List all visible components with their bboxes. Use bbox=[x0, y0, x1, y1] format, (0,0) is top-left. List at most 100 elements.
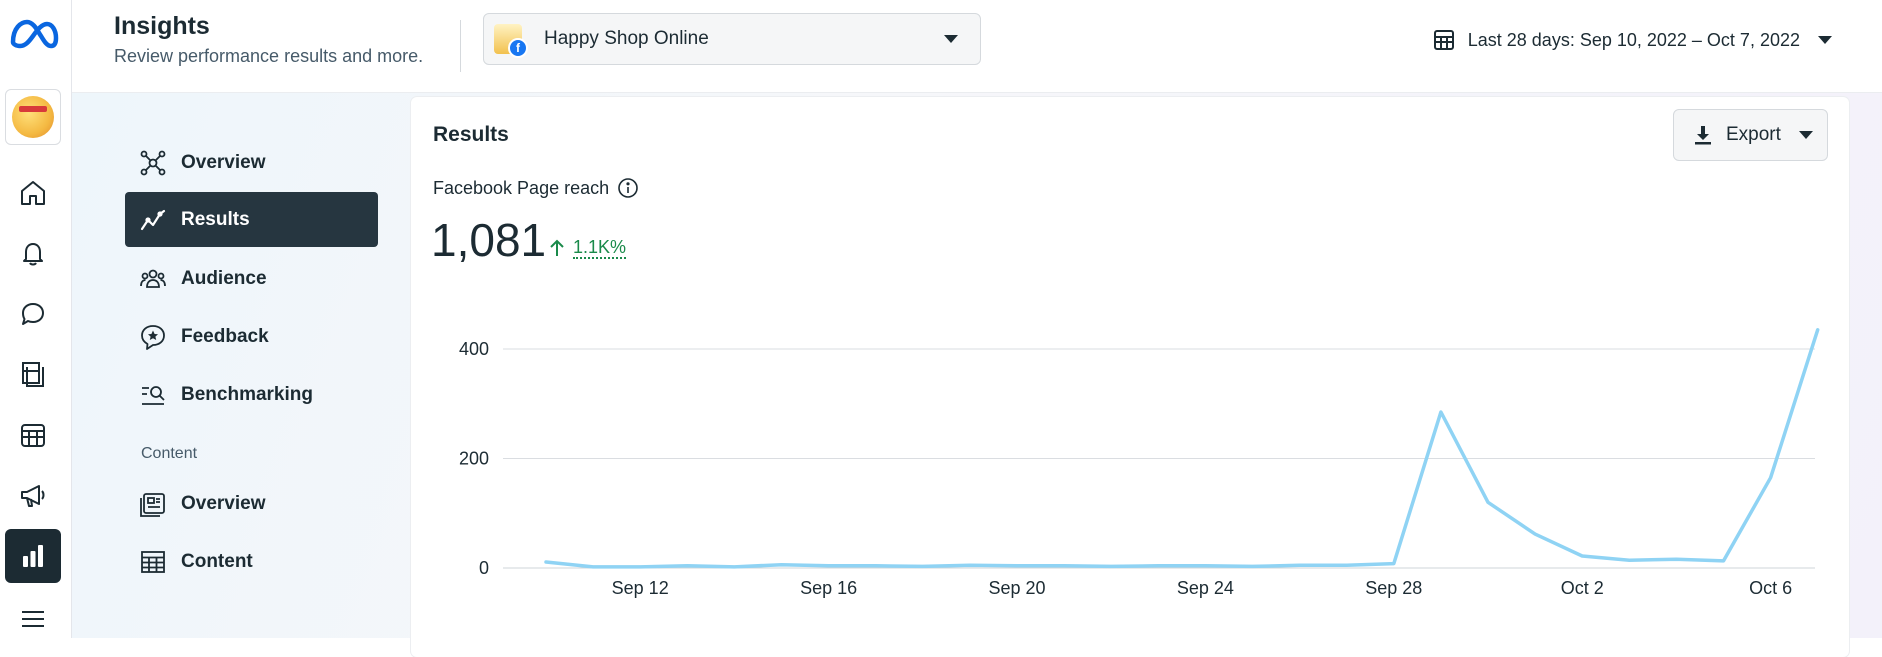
pages-icon bbox=[22, 362, 44, 387]
data-point[interactable] bbox=[587, 561, 599, 573]
y-tick-label: 400 bbox=[459, 339, 489, 359]
rail-ads[interactable] bbox=[5, 468, 61, 522]
nav-item-label: Overview bbox=[181, 492, 266, 514]
x-tick-label: Sep 16 bbox=[800, 578, 857, 598]
data-point[interactable] bbox=[1765, 472, 1777, 484]
nav-item-overview[interactable]: Overview bbox=[125, 135, 378, 190]
data-point[interactable] bbox=[1718, 555, 1730, 567]
home-icon bbox=[21, 181, 45, 205]
page-header: Insights Review performance results and … bbox=[72, 0, 1882, 93]
metric-value: 1,081 bbox=[431, 214, 547, 266]
chart-grid bbox=[503, 348, 1815, 569]
calendar-grid-icon bbox=[21, 424, 45, 447]
rail-insights[interactable] bbox=[5, 529, 61, 583]
chart-x-ticks: Sep 12 Sep 16 Sep 20 Sep 24 Sep 28 Oct 2 Oct 6 bbox=[612, 578, 1792, 598]
nav-item-label: Content bbox=[181, 550, 253, 572]
data-point[interactable] bbox=[964, 559, 976, 571]
star-bubble-icon bbox=[141, 324, 165, 350]
chat-bubble-icon bbox=[22, 303, 44, 325]
nav-item-benchmarking[interactable]: Benchmarking bbox=[125, 367, 378, 422]
left-rail bbox=[0, 0, 72, 638]
data-point[interactable] bbox=[1435, 406, 1447, 418]
table-icon bbox=[141, 550, 165, 573]
nav-item-label: Results bbox=[181, 208, 250, 230]
shop-avatar[interactable] bbox=[5, 89, 61, 145]
bar-chart-icon bbox=[23, 545, 43, 567]
arrow-up-icon bbox=[550, 239, 564, 256]
data-point[interactable] bbox=[1011, 560, 1023, 572]
rail-calendar[interactable] bbox=[5, 408, 61, 462]
y-tick-label: 200 bbox=[459, 449, 489, 469]
data-point[interactable] bbox=[1388, 558, 1400, 570]
download-icon bbox=[1695, 126, 1711, 145]
metric-label: Facebook Page reach bbox=[433, 177, 639, 199]
reach-series-line[interactable] bbox=[544, 328, 1820, 569]
data-point[interactable] bbox=[1482, 496, 1494, 508]
chart-series bbox=[540, 324, 1824, 573]
data-point[interactable] bbox=[681, 560, 693, 572]
rail-home[interactable] bbox=[5, 166, 61, 220]
header-divider bbox=[460, 20, 461, 72]
export-button[interactable]: Export bbox=[1673, 109, 1828, 161]
data-point[interactable] bbox=[1576, 550, 1588, 562]
search-list-icon bbox=[142, 385, 165, 405]
data-point[interactable] bbox=[634, 561, 646, 573]
x-tick-label: Oct 2 bbox=[1561, 578, 1604, 598]
nav-item-content-overview[interactable]: Overview bbox=[125, 476, 378, 531]
data-point[interactable] bbox=[1105, 560, 1117, 572]
bell-icon bbox=[23, 243, 43, 266]
metric-change-percent: 1.1K% bbox=[573, 237, 627, 259]
people-icon bbox=[140, 269, 166, 288]
chevron-down-icon bbox=[1798, 131, 1813, 139]
nav-item-label: Audience bbox=[181, 267, 267, 289]
metric-change[interactable]: 1.1K% bbox=[549, 237, 627, 259]
data-point[interactable] bbox=[1199, 560, 1211, 572]
x-tick-label: Sep 28 bbox=[1365, 578, 1422, 598]
nav-item-audience[interactable]: Audience bbox=[125, 251, 378, 306]
megaphone-icon bbox=[21, 485, 45, 507]
page-title: Insights bbox=[114, 12, 210, 40]
rail-notifications[interactable] bbox=[5, 226, 61, 280]
data-point[interactable] bbox=[1247, 560, 1259, 572]
chart-y-ticks: 0 200 400 bbox=[459, 339, 489, 578]
hamburger-icon bbox=[22, 611, 44, 627]
page-selector-dropdown[interactable]: f Happy Shop Online bbox=[483, 13, 981, 65]
trend-line-icon bbox=[140, 209, 166, 230]
date-range-picker[interactable]: Last 28 days: Sep 10, 2022 – Oct 7, 2022 bbox=[1432, 20, 1832, 60]
data-point[interactable] bbox=[776, 559, 788, 571]
chevron-down-icon bbox=[944, 35, 958, 43]
rail-messages[interactable] bbox=[5, 287, 61, 341]
data-point[interactable] bbox=[823, 560, 835, 572]
nav-item-feedback[interactable]: Feedback bbox=[125, 309, 378, 364]
data-point[interactable] bbox=[917, 560, 929, 572]
nav-section-content: Content bbox=[141, 445, 198, 462]
page-subtitle: Review performance results and more. bbox=[114, 46, 424, 66]
data-point[interactable] bbox=[1294, 559, 1306, 571]
data-point[interactable] bbox=[1670, 553, 1682, 565]
results-title: Results bbox=[433, 123, 509, 146]
nav-item-results[interactable]: Results bbox=[125, 192, 378, 247]
data-point[interactable] bbox=[728, 561, 740, 573]
data-point[interactable] bbox=[540, 556, 552, 568]
nav-item-label: Feedback bbox=[181, 325, 269, 347]
reach-line-chart: 0 200 400 Sep 12 Sep 16 Sep 20 Sep 24 Sep 28 Oc… bbox=[459, 324, 1824, 598]
nav-item-content[interactable]: Content bbox=[125, 534, 378, 589]
rail-posts[interactable] bbox=[5, 347, 61, 401]
data-point[interactable] bbox=[1812, 324, 1824, 336]
page-selector-label: Happy Shop Online bbox=[544, 28, 709, 49]
data-point[interactable] bbox=[1341, 559, 1353, 571]
data-point[interactable] bbox=[1529, 528, 1541, 540]
x-tick-label: Sep 20 bbox=[988, 578, 1045, 598]
data-point[interactable] bbox=[870, 560, 882, 572]
data-point[interactable] bbox=[1058, 560, 1070, 572]
info-icon[interactable] bbox=[617, 177, 639, 199]
network-icon bbox=[140, 150, 166, 175]
nav-item-label: Benchmarking bbox=[181, 383, 313, 405]
rail-menu[interactable] bbox=[5, 592, 61, 646]
data-point[interactable] bbox=[1623, 554, 1635, 566]
data-point[interactable] bbox=[1152, 560, 1164, 572]
page-thumbnail: f bbox=[494, 24, 528, 58]
meta-logo-icon[interactable] bbox=[7, 14, 59, 54]
x-tick-label: Sep 12 bbox=[612, 578, 669, 598]
metric-label-text: Facebook Page reach bbox=[433, 177, 610, 198]
